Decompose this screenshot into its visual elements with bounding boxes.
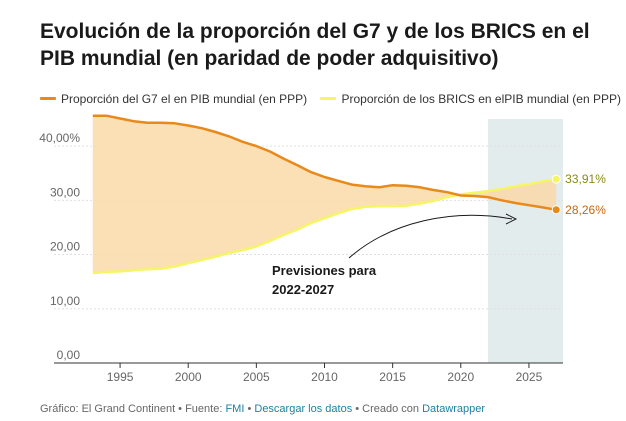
y-tick-label: 20,00: [50, 240, 80, 254]
g7-end-point: [551, 205, 561, 215]
x-tick-label: 2005: [243, 370, 270, 384]
legend-label-g7: Proporción del G7 el en PIB mundial (en …: [61, 91, 308, 106]
y-tick-label: 0,00: [57, 348, 81, 362]
chart-title: Evolución de la proporción del G7 y de l…: [40, 20, 590, 70]
datawrapper-link[interactable]: Datawrapper: [422, 403, 486, 415]
brics-end-label: 33,91%: [565, 172, 606, 186]
annotation-arrowhead: [505, 213, 518, 225]
legend-label-brics: Proporción de los BRICS en elPIB mundial…: [341, 91, 621, 106]
y-tick-label: 10,00: [50, 294, 80, 308]
x-tick-label: 2020: [447, 370, 474, 384]
brics-end-point: [551, 174, 561, 184]
legend-swatch-brics: [320, 97, 337, 100]
annotation-line-1: Previsiones para: [272, 263, 377, 278]
legend: Proporción del G7 el en PIB mundial (en …: [40, 89, 626, 106]
x-tick-label: 2000: [175, 370, 202, 384]
footer-separator: •: [244, 403, 255, 415]
x-tick-label: 2010: [311, 370, 338, 384]
x-tick-label: 2025: [516, 370, 543, 384]
g7-series-line: [92, 114, 557, 212]
x-tick-label: 1995: [107, 370, 134, 384]
y-tick-label: 30,00: [50, 185, 80, 199]
download-data-link[interactable]: Descargar los datos: [254, 403, 353, 415]
chart-footer: Gráfico: El Grand Continent • Fuente: FM…: [40, 403, 485, 415]
forecast-band: [488, 119, 563, 363]
annotation-line-2: 2022-2027: [272, 282, 334, 297]
legend-swatch-g7: [40, 97, 56, 100]
footer-created-with: • Creado con: [352, 403, 423, 415]
legend-item-brics: Proporción de los BRICS en elPIB mundial…: [320, 91, 621, 106]
source-link[interactable]: FMI: [225, 403, 245, 415]
x-tick-label: 2015: [379, 370, 406, 384]
brics-series-line: [92, 177, 557, 275]
y-tick-label: 40,00%: [39, 131, 80, 145]
legend-item-g7: Proporción del G7 el en PIB mundial (en …: [40, 92, 307, 106]
g7-end-label: 28,26%: [565, 203, 606, 217]
gap-area: [92, 115, 557, 273]
annotation-arrow: [348, 214, 513, 259]
footer-credit: Gráfico: El Grand Continent • Fuente:: [40, 403, 226, 415]
